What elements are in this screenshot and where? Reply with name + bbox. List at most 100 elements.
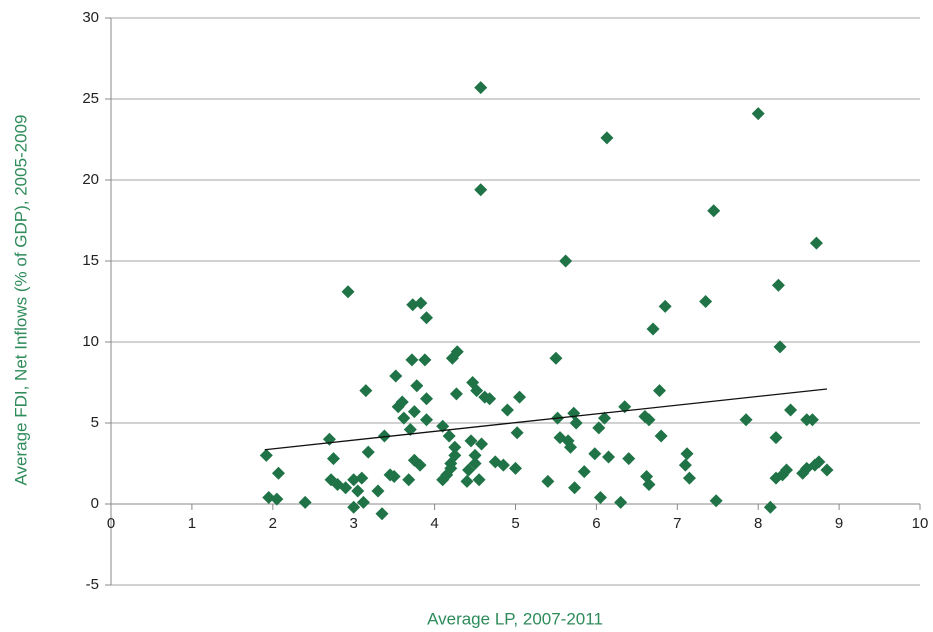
data-point [707,204,721,218]
data-point [470,384,484,398]
data-point [420,413,434,427]
data-point [397,411,411,425]
data-point [436,419,450,433]
data-point [549,351,563,365]
x-tick-label: 5 [511,515,519,532]
data-point [739,413,753,427]
data-point [410,379,424,393]
data-point [298,495,312,509]
data-point [468,457,482,470]
data-point [472,473,486,487]
data-point [448,448,462,462]
data-point [773,340,787,354]
data-point [513,390,527,404]
data-point [820,463,834,477]
data-point [763,500,777,514]
x-tick-label: 8 [754,515,762,532]
data-point [402,473,416,487]
data-point [449,387,463,401]
data-point [678,458,692,472]
y-axis-title: Average FDI, Net Inflows (% of GDP), 200… [11,114,30,485]
trendline [264,388,828,451]
data-point [403,422,417,436]
data-point [568,481,582,495]
data-point [464,434,478,448]
data-point [377,429,391,443]
data-point [375,507,389,521]
data-point [414,296,428,310]
data-point [577,465,591,479]
data-point [418,353,432,367]
data-point [496,458,510,472]
data-point [771,278,785,292]
data-point [341,285,355,299]
data-point [812,455,826,469]
data-point [355,471,369,485]
data-point [600,131,614,145]
x-tick-label: 0 [107,515,115,532]
data-point [602,450,616,464]
data-point [351,484,365,498]
data-point [347,500,361,514]
data-point [622,452,636,466]
data-point [483,392,497,406]
data-point [468,448,482,462]
data-point [541,474,555,488]
data-point [395,395,409,409]
x-tick-label: 2 [269,515,277,532]
data-point [356,495,370,509]
data-point [682,471,696,485]
y-tick-label: 5 [91,414,99,431]
x-axis-title: Average LP, 2007-2011 [427,609,603,628]
data-point [339,481,353,495]
y-tick-label: 25 [82,90,99,107]
data-point [699,295,713,308]
data-point [420,392,434,406]
x-tick-label: 1 [188,515,196,532]
data-point [564,440,578,454]
data-point [413,458,427,472]
data-point [805,413,819,427]
data-point [769,431,783,445]
data-point [271,466,285,480]
data-point [359,384,373,398]
data-point [509,461,522,475]
data-point [559,254,573,268]
y-tick-label: -5 [86,576,99,593]
data-point [326,452,340,466]
data-point [387,469,401,483]
data-point [709,494,723,508]
y-tick-label: 30 [82,9,99,26]
data-point [450,345,464,359]
data-point [510,426,524,440]
data-point [500,403,514,417]
data-point [448,440,462,454]
data-point [442,429,456,443]
data-point [361,445,375,459]
x-tick-label: 10 [912,515,929,532]
data-point [405,353,419,367]
data-point [371,484,385,498]
data-point [614,495,628,509]
data-point [592,421,606,435]
y-tick-label: 20 [82,171,99,188]
y-tick-label: 15 [82,252,99,269]
x-tick-label: 3 [350,515,358,532]
data-point [658,299,672,313]
data-point [654,429,668,443]
x-tick-label: 7 [673,515,681,532]
data-point [597,411,611,425]
data-point [407,405,421,419]
data-point [646,322,660,336]
data-point [780,463,794,477]
data-point [567,406,581,420]
data-point [593,491,607,505]
data-point [475,437,489,451]
data-point [642,413,656,427]
data-point [588,447,602,461]
data-point [474,81,488,95]
data-point [784,403,798,417]
data-point [460,474,474,488]
data-point [751,107,765,121]
